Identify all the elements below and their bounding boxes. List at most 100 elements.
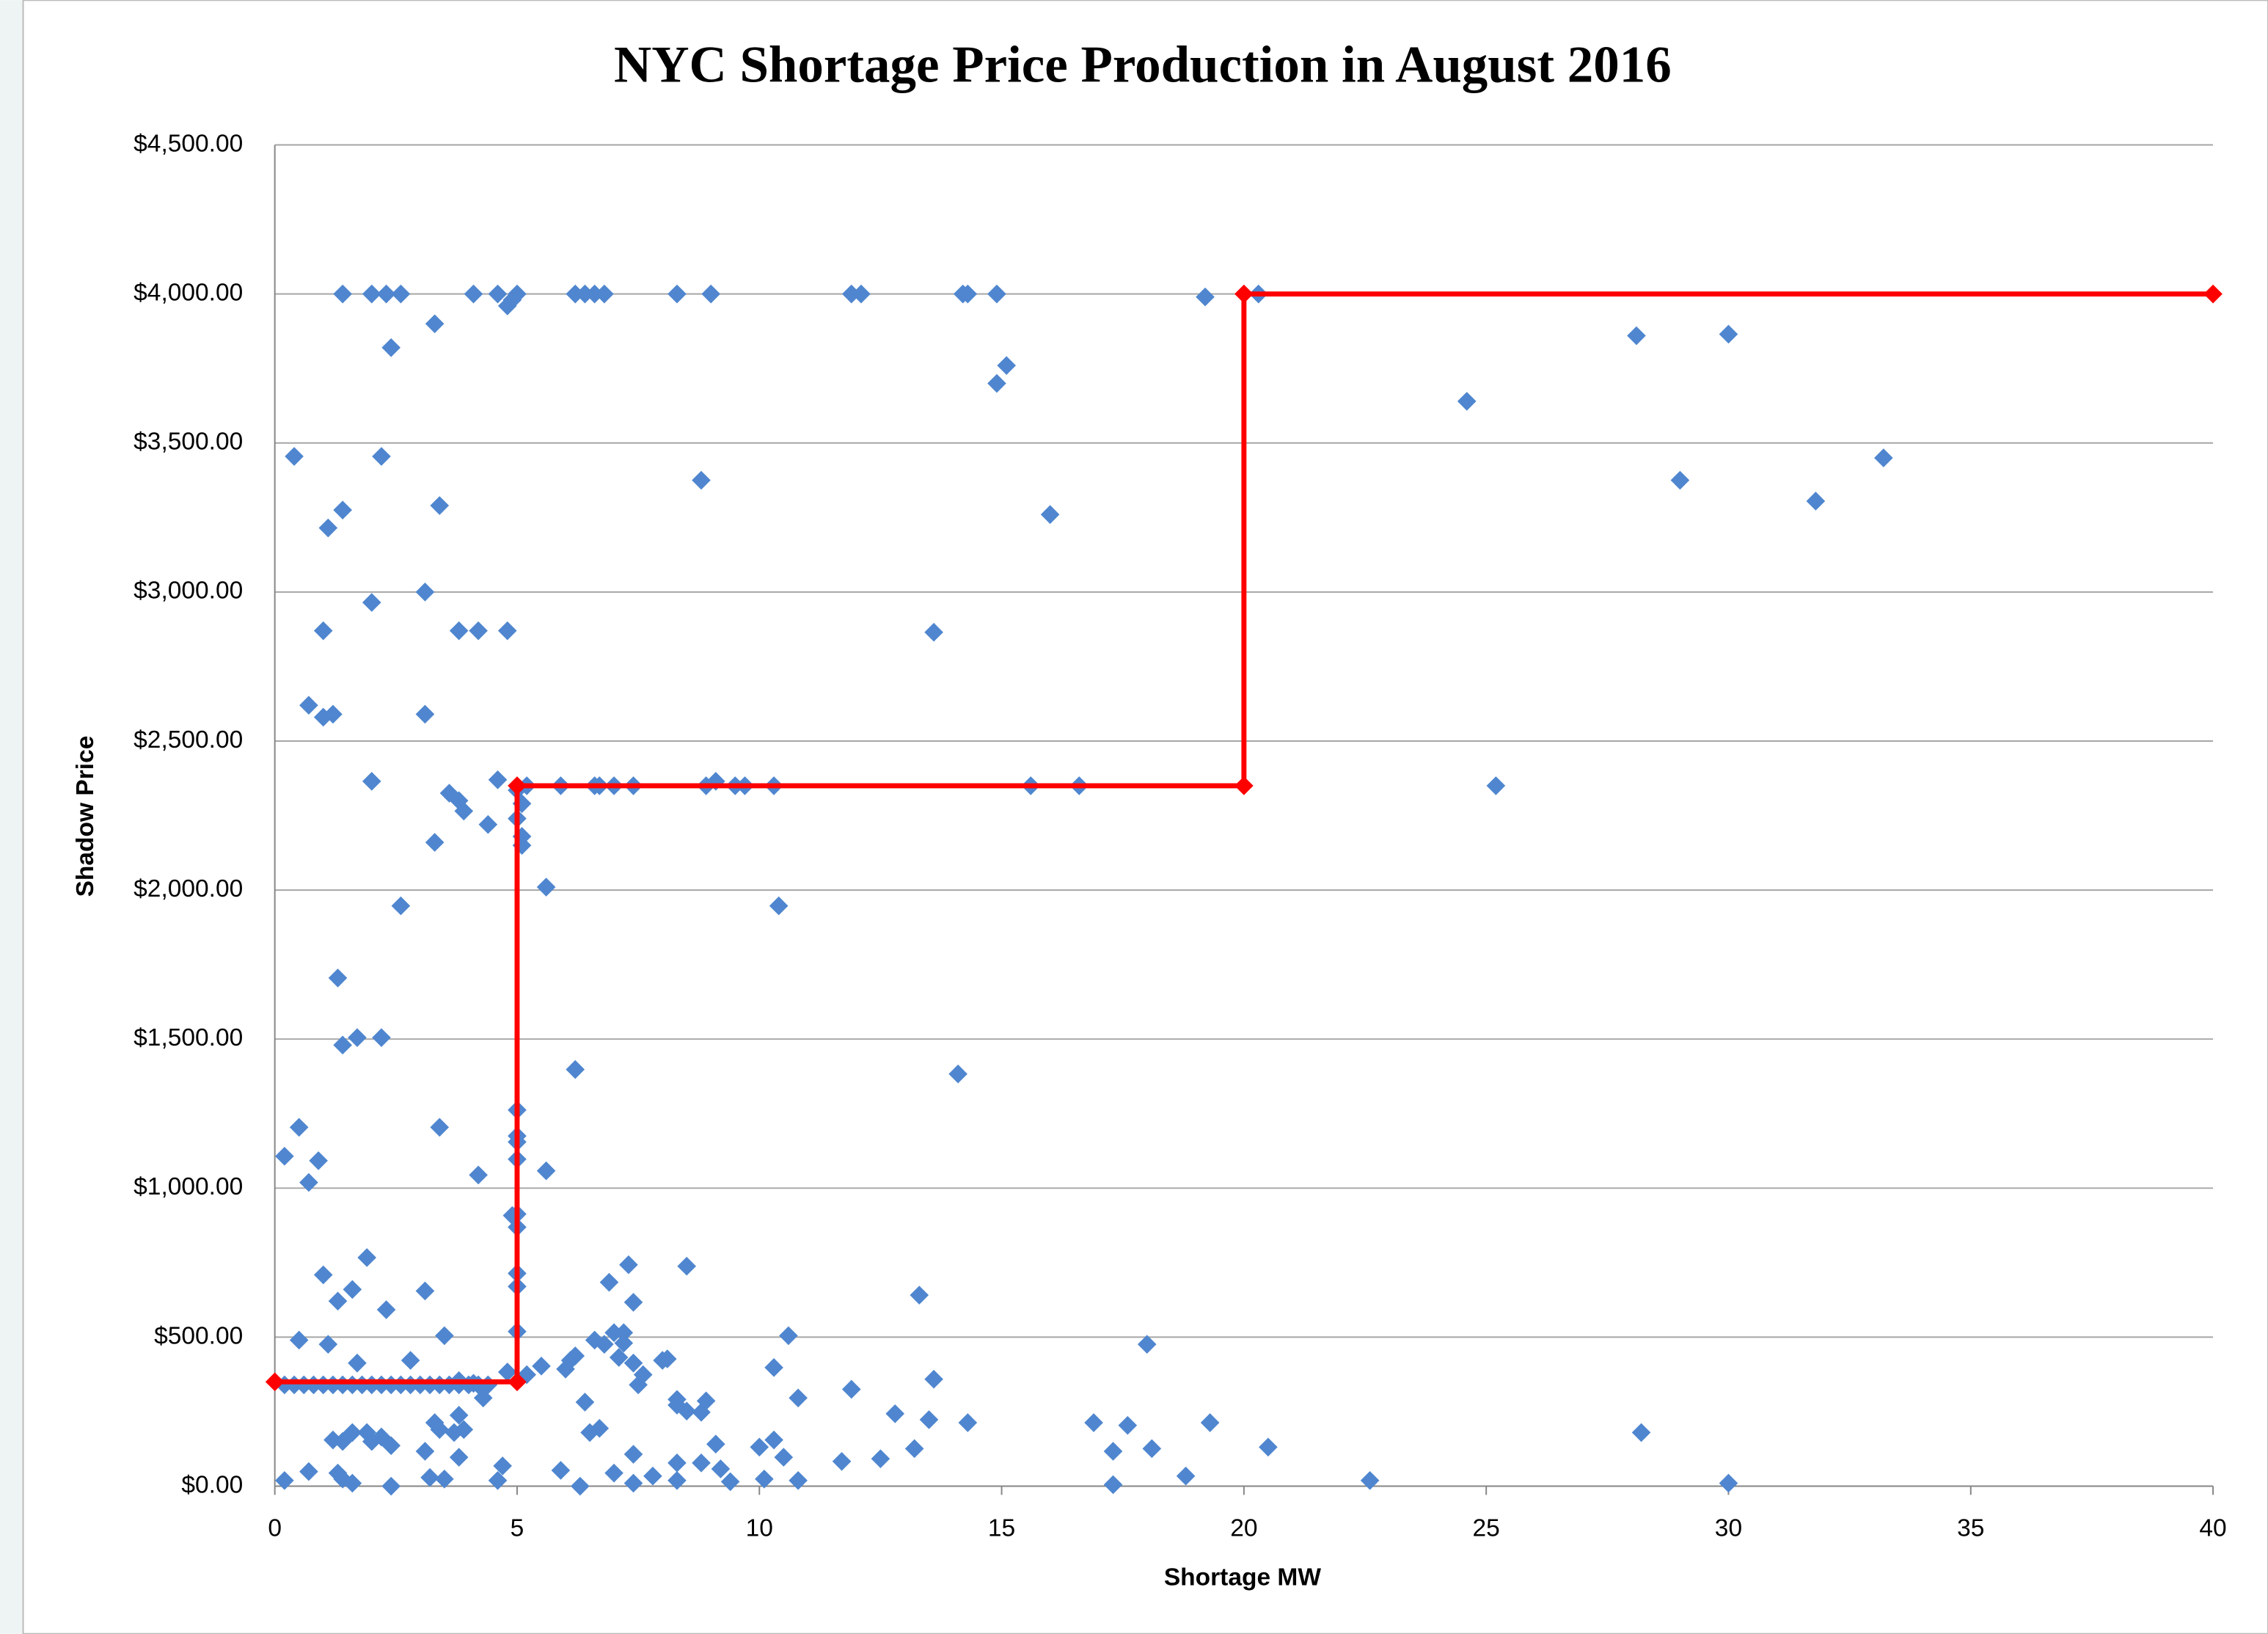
point xyxy=(275,1147,294,1166)
point xyxy=(677,1401,696,1420)
point xyxy=(313,1265,333,1285)
point xyxy=(376,284,396,304)
point xyxy=(779,1326,798,1346)
point xyxy=(711,1459,731,1478)
point xyxy=(769,896,789,916)
point xyxy=(619,1255,638,1274)
point xyxy=(1234,776,1254,795)
point xyxy=(1142,1439,1162,1459)
point xyxy=(508,776,527,795)
point xyxy=(469,1165,488,1185)
y-tick-label: $0.00 xyxy=(181,1471,243,1498)
point xyxy=(623,1473,643,1493)
point xyxy=(643,1466,662,1486)
point xyxy=(381,1476,401,1496)
point xyxy=(1719,324,1738,344)
point xyxy=(919,1410,939,1429)
y-tick-label: $2,500.00 xyxy=(133,726,243,754)
point xyxy=(692,1454,711,1473)
point xyxy=(348,1353,367,1373)
point xyxy=(667,1470,687,1490)
point xyxy=(948,1064,967,1084)
point xyxy=(701,284,721,304)
point xyxy=(372,1028,391,1047)
point xyxy=(488,284,508,304)
point xyxy=(924,622,943,642)
x-axis-label: Shortage MW xyxy=(1164,1564,1321,1591)
point xyxy=(430,496,450,515)
point xyxy=(430,1117,450,1137)
point xyxy=(381,338,401,357)
point xyxy=(575,284,595,304)
point xyxy=(604,1323,623,1343)
point xyxy=(774,1448,794,1467)
point xyxy=(343,1280,362,1299)
point xyxy=(473,1388,493,1408)
point xyxy=(852,284,871,304)
point xyxy=(333,1035,352,1055)
point xyxy=(285,447,304,466)
point xyxy=(318,1335,338,1354)
point xyxy=(265,1372,285,1392)
point xyxy=(299,1462,318,1481)
point xyxy=(343,1423,362,1442)
point xyxy=(789,1388,808,1408)
point xyxy=(623,1293,643,1312)
point xyxy=(841,284,861,304)
point xyxy=(348,1028,367,1047)
y-axis-label: Shadow Price xyxy=(72,736,99,897)
point xyxy=(536,878,556,897)
point xyxy=(1234,284,1254,304)
point xyxy=(1719,1473,1738,1493)
point xyxy=(372,447,391,466)
point xyxy=(764,1430,783,1450)
point xyxy=(692,1402,711,1422)
point xyxy=(430,1420,450,1440)
point xyxy=(667,284,687,304)
point xyxy=(328,1463,348,1483)
step-line xyxy=(274,291,2214,1385)
point xyxy=(623,1445,643,1464)
point xyxy=(497,1363,517,1382)
point xyxy=(1103,1442,1123,1461)
point xyxy=(595,284,614,304)
point xyxy=(566,1346,585,1365)
x-tick-label: 35 xyxy=(1957,1515,1984,1542)
point xyxy=(469,621,488,641)
point xyxy=(1200,1413,1220,1432)
point xyxy=(575,1393,595,1412)
point xyxy=(720,1472,740,1492)
point xyxy=(755,1469,774,1489)
point xyxy=(488,770,508,789)
point xyxy=(362,284,381,304)
point xyxy=(1196,287,1215,307)
point xyxy=(328,969,348,988)
point xyxy=(478,814,498,834)
y-tick-label: $3,500.00 xyxy=(133,428,243,456)
point xyxy=(488,1470,508,1490)
x-tick-label: 5 xyxy=(511,1515,524,1542)
point xyxy=(532,1356,551,1376)
point xyxy=(415,583,435,602)
point xyxy=(614,1323,634,1343)
point xyxy=(493,1456,512,1476)
chart-area xyxy=(22,0,2268,1634)
point xyxy=(623,1353,643,1373)
point xyxy=(333,500,352,519)
point xyxy=(333,284,352,304)
point xyxy=(1137,1335,1157,1354)
point xyxy=(289,1330,309,1350)
point xyxy=(362,771,381,791)
y-tick-label: $2,000.00 xyxy=(133,875,243,902)
point xyxy=(904,1439,924,1459)
x-tick-label: 25 xyxy=(1473,1515,1500,1542)
point xyxy=(958,1413,978,1432)
point xyxy=(692,470,711,490)
point xyxy=(391,284,411,304)
point xyxy=(289,1117,309,1137)
point xyxy=(497,621,517,641)
point xyxy=(706,1434,725,1454)
point xyxy=(1176,1466,1196,1486)
x-tick-label: 0 xyxy=(268,1515,282,1542)
point xyxy=(435,1469,454,1489)
